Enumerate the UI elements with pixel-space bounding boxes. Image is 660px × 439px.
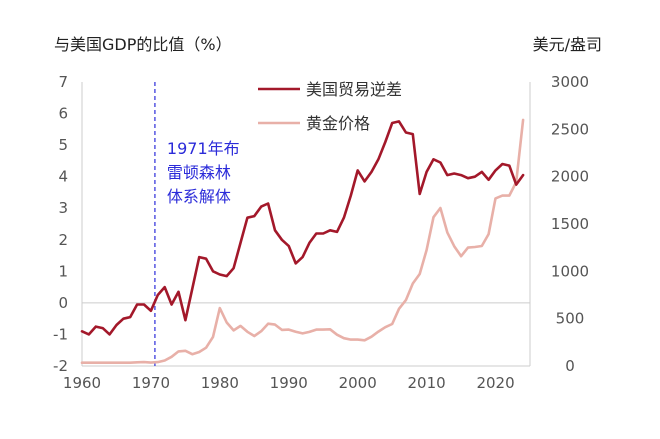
y-left-tick-label: -1 — [53, 325, 68, 343]
y-right-tick-label: 2000 — [551, 168, 589, 186]
x-tick-label: 2010 — [408, 374, 446, 392]
series-lines — [80, 118, 525, 365]
x-tick-label: 1970 — [132, 374, 170, 392]
y-right-tick-label: 500 — [556, 310, 585, 328]
y-left-tick-label: 5 — [58, 136, 68, 154]
tick-labels: -2 -1 0 1 2 3 4 5 6 7 0 500 1000 1500 2000 2500 3000 1960… — [53, 73, 589, 392]
y-left-tick-label: 3 — [58, 199, 68, 217]
trade-deficit-line — [80, 120, 525, 336]
left-axis-title: 与美国GDP的比值（%） — [54, 35, 232, 54]
y-left-tick-label: 0 — [58, 294, 68, 312]
x-tick-label: 2000 — [339, 374, 377, 392]
x-tick-label: 1990 — [270, 374, 308, 392]
y-left-tick-label: 1 — [58, 262, 68, 280]
y-left-tick-label: 2 — [58, 231, 68, 249]
y-right-tick-label: 2500 — [551, 120, 589, 138]
y-left-tick-label: 4 — [58, 168, 68, 186]
y-left-tick-label: -2 — [53, 357, 68, 375]
right-axis-title: 美元/盎司 — [533, 35, 602, 54]
legend-gold-label: 黄金价格 — [306, 114, 370, 133]
x-tick-label: 1960 — [63, 374, 101, 392]
x-tick-label: 1980 — [201, 374, 239, 392]
annotation-text-line: 1971年布 — [167, 139, 240, 158]
annotation-text-line: 雷顿森林 — [167, 163, 231, 182]
annotation-text-line: 体系解体 — [167, 187, 231, 206]
legend-trade-label: 美国贸易逆差 — [306, 80, 402, 99]
y-left-tick-label: 6 — [58, 105, 68, 123]
x-tick-label: 2020 — [476, 374, 514, 392]
y-right-tick-label: 0 — [565, 357, 575, 375]
y-left-tick-label: 7 — [58, 73, 68, 91]
y-right-tick-label: 3000 — [551, 73, 589, 91]
y-right-tick-label: 1000 — [551, 262, 589, 280]
gold-price-line — [80, 118, 525, 365]
y-right-tick-label: 1500 — [551, 215, 589, 233]
axes — [81, 82, 531, 367]
